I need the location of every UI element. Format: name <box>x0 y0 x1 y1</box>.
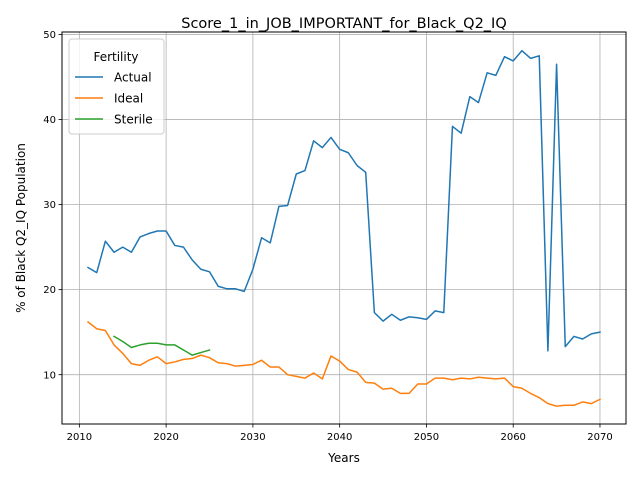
legend-label-sterile: Sterile <box>114 112 153 126</box>
legend: Fertility Actual Ideal Sterile <box>68 38 165 135</box>
x-tick-label-2060: 2060 <box>500 432 525 443</box>
y-tick-label-40: 40 <box>43 115 56 126</box>
x-tick-label-2040: 2040 <box>327 432 352 443</box>
x-tick-label-2010: 2010 <box>67 432 92 443</box>
series-line-ideal <box>86 320 601 407</box>
x-tick-label-2050: 2050 <box>414 432 439 443</box>
plot-frame <box>61 31 627 425</box>
series-lines <box>86 49 601 407</box>
legend-box <box>68 38 165 135</box>
legend-entries: Actual Ideal Sterile <box>75 70 153 126</box>
legend-label-ideal: Ideal <box>114 91 143 105</box>
series-line-actual <box>87 49 601 352</box>
y-axis-label: % of Black Q2_IQ Population <box>14 143 28 313</box>
legend-title: Fertility <box>93 50 138 64</box>
y-tick-label-50: 50 <box>43 30 56 41</box>
x-tick-label-2020: 2020 <box>153 432 178 443</box>
x-tick-label-2070: 2070 <box>587 432 612 443</box>
y-axis-ticks: 10 20 30 40 50 <box>43 30 62 381</box>
grid <box>62 32 626 424</box>
x-axis-ticks: 2010 2020 2030 2040 2050 2060 2070 <box>67 424 613 443</box>
legend-label-actual: Actual <box>114 70 152 84</box>
y-tick-label-10: 10 <box>43 370 56 381</box>
y-tick-label-20: 20 <box>43 285 56 296</box>
y-tick-label-30: 30 <box>43 200 56 211</box>
x-tick-label-2030: 2030 <box>240 432 265 443</box>
x-axis-label: Years <box>327 451 360 465</box>
series-line-sterile <box>113 335 211 356</box>
chart-title: Score_1_in_JOB_IMPORTANT_for_Black_Q2_IQ <box>181 16 507 32</box>
